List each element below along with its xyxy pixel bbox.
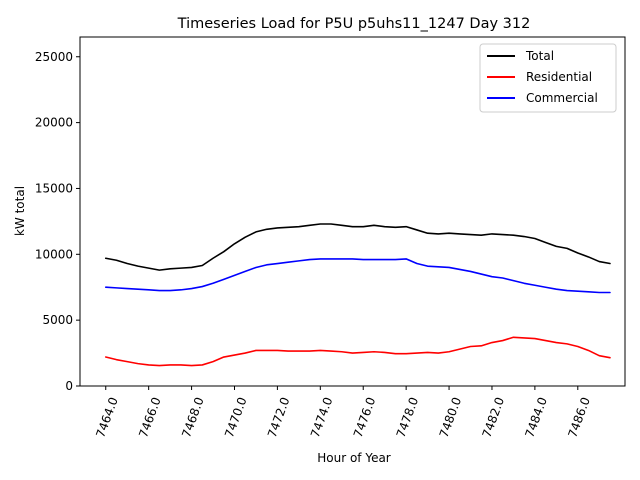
y-axis-label: kW total	[13, 186, 27, 236]
y-tick-label: 10000	[35, 247, 73, 261]
legend-label-commercial: Commercial	[526, 91, 598, 105]
x-tick-label: 7472.0	[265, 395, 293, 439]
x-tick-label: 7476.0	[351, 395, 379, 439]
x-axis-ticks: 7464.0 7466.0 7468.0 7470.0 7472.0 7474.0 7476…	[93, 386, 593, 440]
x-tick-label: 7466.0	[136, 395, 164, 439]
series-layer	[104, 223, 611, 367]
x-tick-label: 7480.0	[437, 395, 465, 439]
legend-items: Total Residential Commercial	[487, 49, 598, 105]
x-tick-label: 7486.0	[565, 395, 593, 439]
x-tick-label: 7464.0	[93, 395, 121, 439]
x-axis-label: Hour of Year	[317, 451, 391, 465]
x-tick-label: 7474.0	[308, 395, 336, 439]
legend-label-residential: Residential	[526, 70, 592, 84]
x-tick-label: 7470.0	[222, 395, 250, 439]
y-tick-label: 0	[65, 379, 73, 393]
y-axis-ticks: 0 5000 10000 15000 20000 25000	[35, 50, 80, 393]
series-line-total	[104, 223, 611, 271]
series-line-commercial	[104, 258, 611, 294]
x-tick-label: 7482.0	[480, 395, 508, 439]
legend-label-total: Total	[525, 49, 554, 63]
series-line-residential	[104, 336, 611, 367]
legend-frame	[479, 43, 617, 113]
plot-frame	[79, 36, 626, 387]
y-tick-label: 5000	[42, 313, 73, 327]
y-tick-label: 25000	[35, 50, 73, 64]
x-tick-label: 7478.0	[394, 395, 422, 439]
x-tick-label: 7484.0	[522, 395, 550, 439]
y-tick-label: 20000	[35, 116, 73, 130]
legend: Total Residential Commercial	[479, 43, 617, 113]
chart-title: Timeseries Load for P5U p5uhs11_1247 Day…	[177, 16, 531, 32]
y-tick-label: 15000	[35, 181, 73, 195]
x-tick-label: 7468.0	[179, 395, 207, 439]
